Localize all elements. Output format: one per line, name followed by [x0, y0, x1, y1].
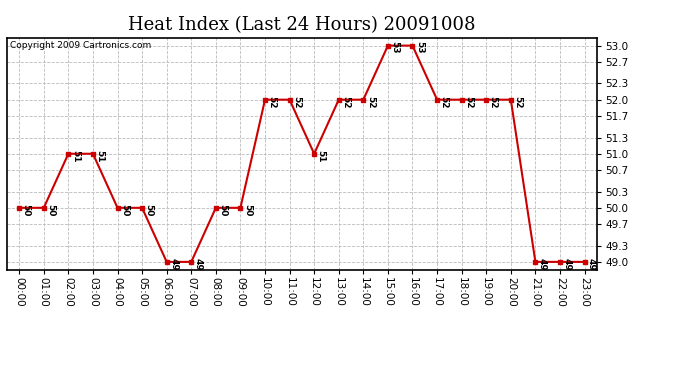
Text: 50: 50 [144, 204, 154, 216]
Text: 49: 49 [587, 258, 596, 270]
Text: 49: 49 [538, 258, 547, 270]
Text: 51: 51 [317, 150, 326, 162]
Text: 51: 51 [95, 150, 104, 162]
Text: 52: 52 [513, 96, 522, 108]
Text: 50: 50 [218, 204, 227, 216]
Text: 49: 49 [194, 258, 203, 270]
Text: 49: 49 [169, 258, 178, 270]
Text: 52: 52 [366, 96, 375, 108]
Text: 52: 52 [292, 96, 301, 108]
Text: 50: 50 [21, 204, 30, 216]
Text: 52: 52 [489, 96, 497, 108]
Text: 53: 53 [391, 42, 400, 54]
Text: 50: 50 [46, 204, 55, 216]
Text: 49: 49 [562, 258, 571, 270]
Text: 52: 52 [440, 96, 449, 108]
Text: 50: 50 [120, 204, 129, 216]
Text: 50: 50 [243, 204, 252, 216]
Text: 52: 52 [268, 96, 277, 108]
Text: Copyright 2009 Cartronics.com: Copyright 2009 Cartronics.com [10, 41, 151, 50]
Text: 53: 53 [415, 42, 424, 54]
Text: 52: 52 [464, 96, 473, 108]
Text: 52: 52 [341, 96, 351, 108]
Title: Heat Index (Last 24 Hours) 20091008: Heat Index (Last 24 Hours) 20091008 [128, 16, 475, 34]
Text: 51: 51 [71, 150, 80, 162]
